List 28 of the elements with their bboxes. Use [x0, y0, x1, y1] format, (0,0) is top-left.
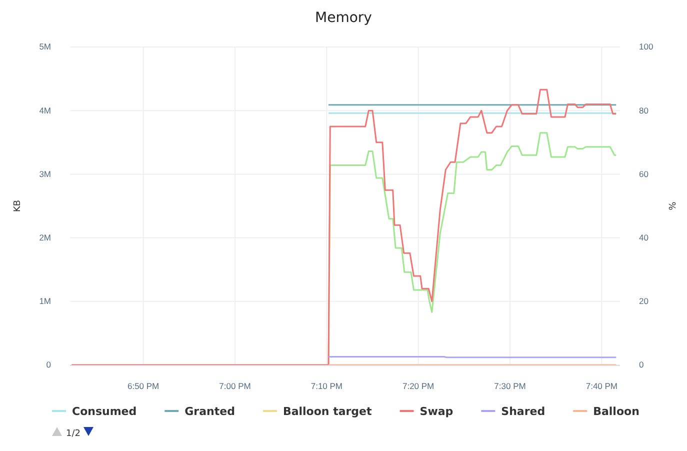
chart-title: Memory — [315, 10, 372, 26]
y2-tick-label: 100 — [639, 42, 654, 52]
legend-label: Granted — [184, 405, 235, 418]
y-tick-label: 3M — [39, 168, 51, 179]
y-tick-label: 1M — [39, 296, 51, 306]
text: 1/2 — [66, 429, 80, 439]
legend-label: Swap — [420, 405, 454, 418]
y2-tick-label: 20 — [639, 296, 649, 306]
x-tick-label: 7:40 PM — [586, 381, 618, 392]
legend-label: Shared — [501, 405, 546, 418]
y2-tick-label: 80 — [639, 105, 649, 116]
y-tick-label: 2M — [39, 232, 51, 243]
y2-tick-label: 40 — [639, 232, 649, 243]
y-axis-title: KB — [13, 200, 23, 212]
y-tick-label: 5M — [39, 42, 51, 52]
y2-tick-label: 0 — [639, 360, 644, 370]
legend-label: Consumed — [72, 405, 137, 418]
y-tick-label: 4M — [39, 105, 51, 116]
x-tick-label: 7:10 PM — [310, 381, 343, 392]
x-tick-label: 7:30 PM — [494, 381, 526, 392]
legend-label: Balloon — [593, 405, 640, 418]
legend-label: Balloon target — [282, 405, 372, 418]
y2-tick-label: 60 — [639, 168, 649, 179]
x-tick-label: 6:50 PM — [127, 381, 160, 392]
y-tick-label: 0 — [46, 360, 52, 370]
x-tick-label: 7:00 PM — [219, 381, 251, 392]
y2-axis-title: % — [666, 202, 676, 211]
x-tick-label: 7:20 PM — [402, 381, 434, 392]
